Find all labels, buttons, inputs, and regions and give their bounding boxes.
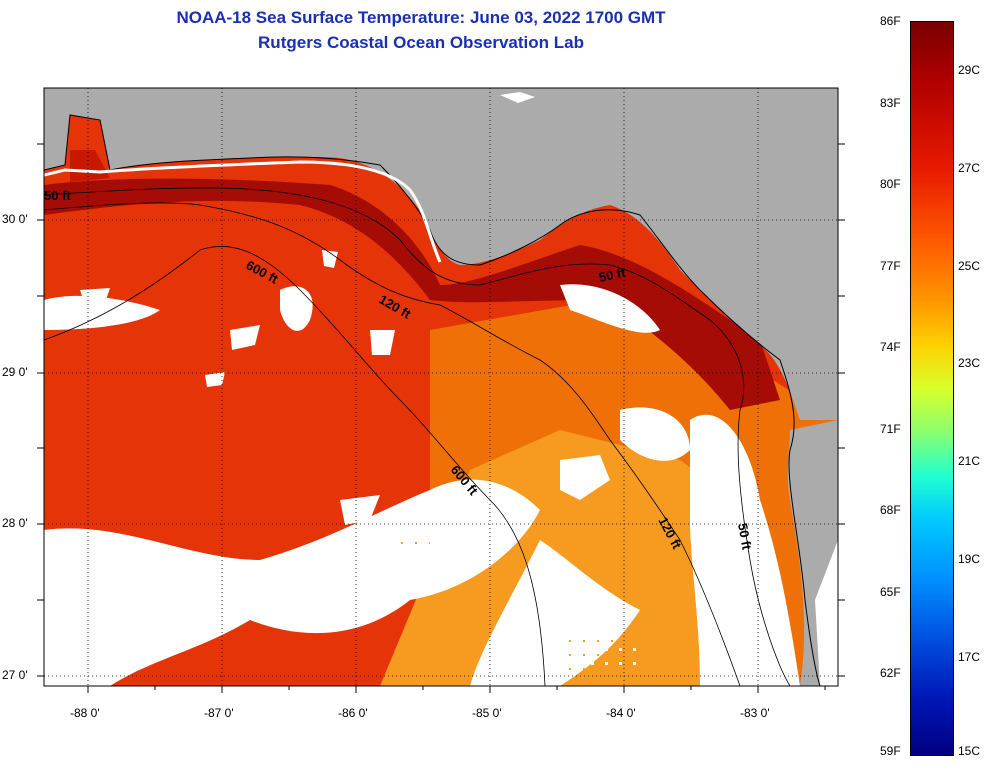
colorbar-f-label: 80F (880, 177, 901, 191)
colorbar-c-label: 15C (958, 744, 981, 758)
lon-label: -85 0' (472, 706, 502, 720)
colorbar-c-label: 17C (958, 650, 981, 664)
colorbar-f-label: 86F (880, 14, 901, 28)
contour-label: 50 ft (598, 265, 628, 285)
coastline (44, 114, 821, 686)
colorbar-c-label: 27C (958, 161, 981, 175)
colorbar-c-label: 19C (958, 552, 981, 566)
axis-ticks (37, 143, 845, 693)
colorbar-c-label: 29C (958, 63, 981, 77)
colorbar-f-label: 74F (880, 340, 901, 354)
lat-label: 28 0' (2, 516, 28, 530)
lon-label: -86 0' (338, 706, 368, 720)
temperature-colorbar (910, 21, 954, 756)
map-frame (43, 87, 839, 687)
colorbar-f-label: 62F (880, 666, 901, 680)
colorbar-f-label: 68F (880, 503, 901, 517)
cloud-speckle (560, 640, 640, 670)
lon-label: -87 0' (204, 706, 234, 720)
colorbar-c-label: 21C (958, 454, 981, 468)
inland-lake (500, 92, 535, 103)
lon-label: -83 0' (740, 706, 770, 720)
lon-label: -84 0' (606, 706, 636, 720)
colorbar-c-label: 23C (958, 356, 981, 370)
colorbar-f-label: 77F (880, 259, 901, 273)
chart-title: NOAA-18 Sea Surface Temperature: June 03… (176, 8, 666, 27)
sst-nearshore-band (44, 178, 780, 410)
chart-subtitle: Rutgers Coastal Ocean Observation Lab (258, 33, 584, 52)
contour-label: 50 ft (44, 188, 71, 203)
cloud-speckle-2 (400, 535, 430, 555)
colorbar-f-label: 83F (880, 96, 901, 110)
colorbar-f-label: 59F (880, 744, 901, 758)
colorbar-f-label: 65F (880, 585, 901, 599)
land-mass (44, 88, 838, 686)
lat-label: 30 0' (2, 212, 28, 226)
graticule (44, 88, 838, 686)
colorbar-c-label: 25C (958, 259, 981, 273)
bay-warm-water (70, 150, 110, 182)
lat-label: 27 0' (2, 668, 28, 682)
lon-label: -88 0' (70, 706, 100, 720)
lat-label: 29 0' (2, 365, 28, 379)
bathymetry-contours (44, 187, 791, 686)
contour-label: 50 ft (735, 522, 755, 552)
colorbar-f-label: 71F (880, 422, 901, 436)
coast-white-edge (44, 160, 442, 263)
